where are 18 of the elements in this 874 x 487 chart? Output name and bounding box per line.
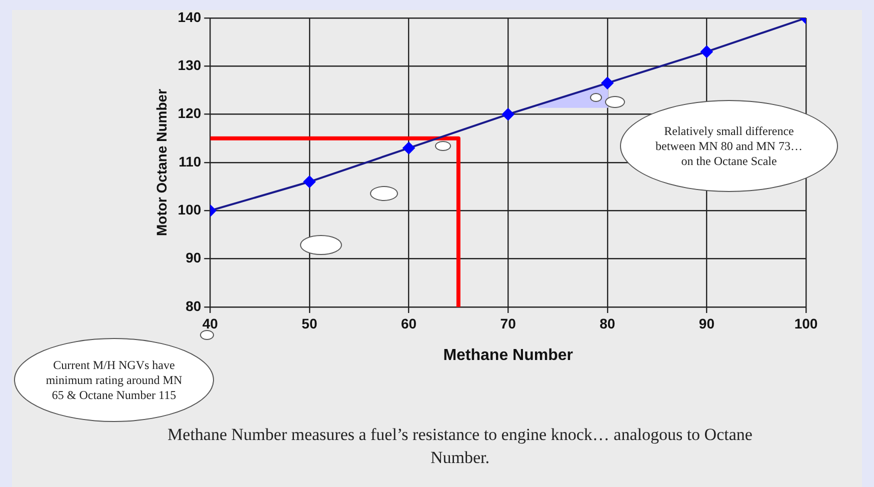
x-tick-label: 80	[600, 315, 616, 332]
x-tick-label: 50	[302, 315, 318, 332]
y-tick-label: 100	[178, 202, 202, 218]
x-axis-title: Methane Number	[443, 346, 573, 364]
x-tick-label: 90	[698, 315, 715, 332]
y-tick-label: 110	[178, 153, 202, 170]
y-tick-label: 120	[178, 105, 202, 122]
x-tick-label: 60	[400, 315, 417, 332]
y-tick-label: 80	[186, 298, 202, 314]
y-tick-label: 130	[178, 57, 202, 74]
annotation: Relatively small difference between MN 80 and MN 73…on the Octane Scale	[654, 124, 804, 168]
x-tick-label: 70	[500, 315, 516, 332]
text: Methane Number measures a fuel’s resistance to engine knock… analogous to Octane Number.	[166, 424, 754, 469]
x-tick-label: 40	[202, 315, 218, 332]
y-tick-label: 90	[186, 250, 202, 266]
y-axis-title: Motor Octane Number	[153, 88, 170, 236]
x-tick-label: 100	[794, 315, 818, 332]
y-tick-label: 140	[178, 8, 202, 25]
